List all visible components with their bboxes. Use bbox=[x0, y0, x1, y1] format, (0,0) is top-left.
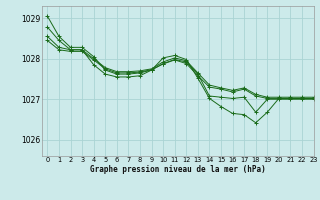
X-axis label: Graphe pression niveau de la mer (hPa): Graphe pression niveau de la mer (hPa) bbox=[90, 165, 266, 174]
